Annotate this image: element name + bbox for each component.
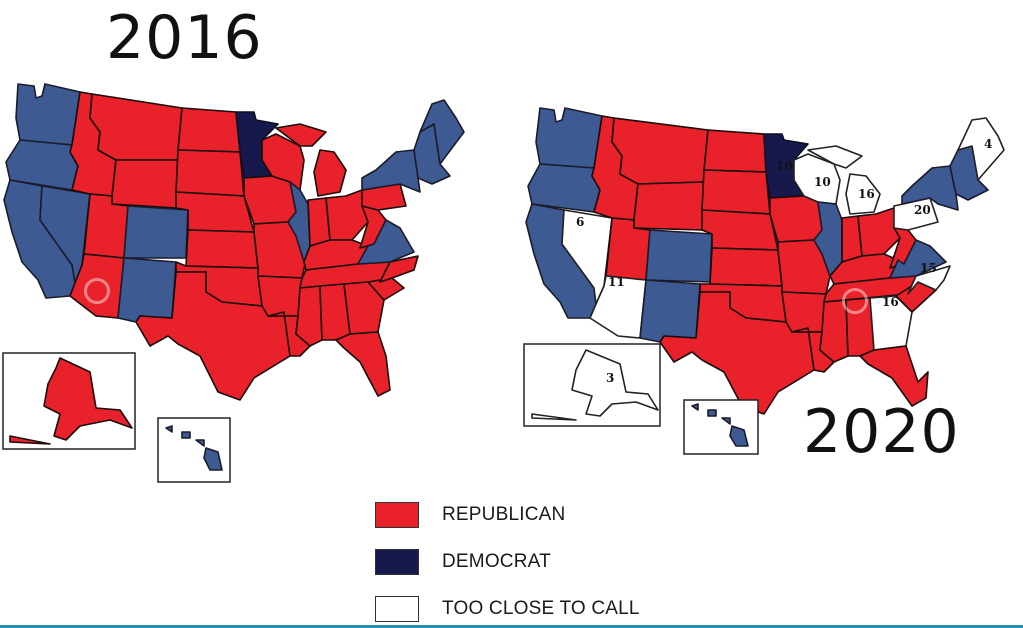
ev-label-alaska: 3 [606,371,614,385]
state-montana-2016 [90,94,182,160]
state-washington-2020 [536,108,602,168]
state-north-dakota-2016 [178,108,240,152]
state-new-york-2016 [362,150,420,192]
ev-label-arizona: 11 [608,275,625,289]
state-north-dakota-2020 [704,130,766,172]
ev-label-wisconsin: 10 [814,175,831,189]
state-arkansas-2020 [782,292,826,332]
ev-label-michigan: 16 [858,187,875,201]
map-2020: 6 11 10 10 16 20 15 16 4 3 [524,108,1004,454]
state-new-mexico-2016 [118,258,176,322]
watermark-mark [842,288,868,314]
state-south-dakota-2020 [702,170,770,214]
legend-label-republican: REPUBLICAN [442,504,565,526]
state-wyoming-2016 [112,160,178,208]
legend-swatch-democrat [375,549,419,575]
state-florida-2020 [860,346,928,406]
ev-label-georgia: 16 [882,295,899,309]
state-washington-2016 [16,84,80,145]
state-nebraska-2016 [176,192,254,232]
state-colorado-2020 [646,230,712,282]
watermark-mark [268,96,294,122]
state-colorado-2016 [124,206,188,258]
state-kansas-2016 [186,230,258,268]
legend-label-too-close: TOO CLOSE TO CALL [442,598,640,620]
state-wyoming-2020 [634,182,704,230]
ev-label-nevada: 6 [576,215,584,229]
state-montana-2020 [612,118,708,184]
state-kansas-2020 [710,248,782,286]
legend-item-republican: REPUBLICAN [375,502,565,528]
state-nebraska-2020 [702,210,778,250]
ev-label-maine: 4 [984,137,992,151]
legend-swatch-too-close [375,596,419,622]
legend-label-democrat: DEMOCRAT [442,551,551,573]
state-iowa-2020 [770,196,822,242]
state-florida-2016 [336,332,390,396]
ev-label-pennsylvania: 20 [914,203,931,217]
state-mississippi-2020 [820,300,848,362]
legend-swatch-republican [375,502,419,528]
ev-label-north-carolina: 15 [920,261,937,275]
watermark-mark [84,278,110,304]
state-new-mexico-2020 [640,280,700,342]
state-iowa-2016 [244,176,296,224]
ev-label-minnesota: 10 [776,159,793,173]
state-mississippi-2016 [296,286,322,346]
state-south-dakota-2016 [176,150,244,196]
map-2016 [3,84,464,482]
state-arkansas-2016 [258,276,302,316]
legend-item-too-close: TOO CLOSE TO CALL [375,596,640,622]
watermark-mark [654,92,680,118]
legend-item-democrat: DEMOCRAT [375,549,551,575]
